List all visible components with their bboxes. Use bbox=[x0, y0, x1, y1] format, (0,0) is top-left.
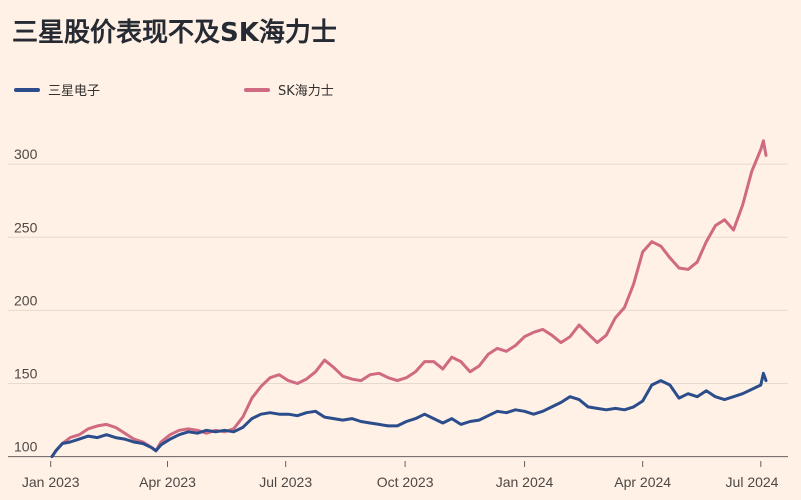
x-tick-label-0: Jan 2023 bbox=[22, 474, 80, 490]
x-tick-label-5: Apr 2024 bbox=[614, 474, 671, 490]
x-tick-label-2: Jul 2023 bbox=[259, 474, 312, 490]
page-title: 三星股价表现不及SK海力士 bbox=[12, 18, 337, 48]
x-tick-label-6: Jul 2024 bbox=[726, 474, 779, 490]
y-tick-label-250: 250 bbox=[14, 219, 38, 235]
y-tick-label-100: 100 bbox=[14, 439, 38, 455]
series-line-samsung bbox=[50, 371, 768, 459]
legend-swatch-skhynix bbox=[244, 87, 270, 92]
x-tick-label-1: Apr 2023 bbox=[139, 474, 196, 490]
legend-label-samsung: 三星电子 bbox=[48, 84, 101, 99]
legend-label-skhynix: SK海力士 bbox=[278, 84, 334, 99]
series-line-skhynix bbox=[50, 139, 768, 459]
y-tick-label-200: 200 bbox=[14, 292, 38, 308]
y-tick-label-300: 300 bbox=[14, 146, 38, 162]
x-tick-label-3: Oct 2023 bbox=[377, 474, 434, 490]
legend-item-samsung: 三星电子 bbox=[14, 80, 100, 99]
x-tick-label-4: Jan 2024 bbox=[496, 474, 554, 490]
chart-legend: 三星电子 SK海力士 bbox=[0, 80, 801, 100]
legend-swatch-samsung bbox=[14, 87, 40, 92]
legend-item-skhynix: SK海力士 bbox=[244, 80, 334, 99]
y-tick-label-150: 150 bbox=[14, 366, 38, 382]
